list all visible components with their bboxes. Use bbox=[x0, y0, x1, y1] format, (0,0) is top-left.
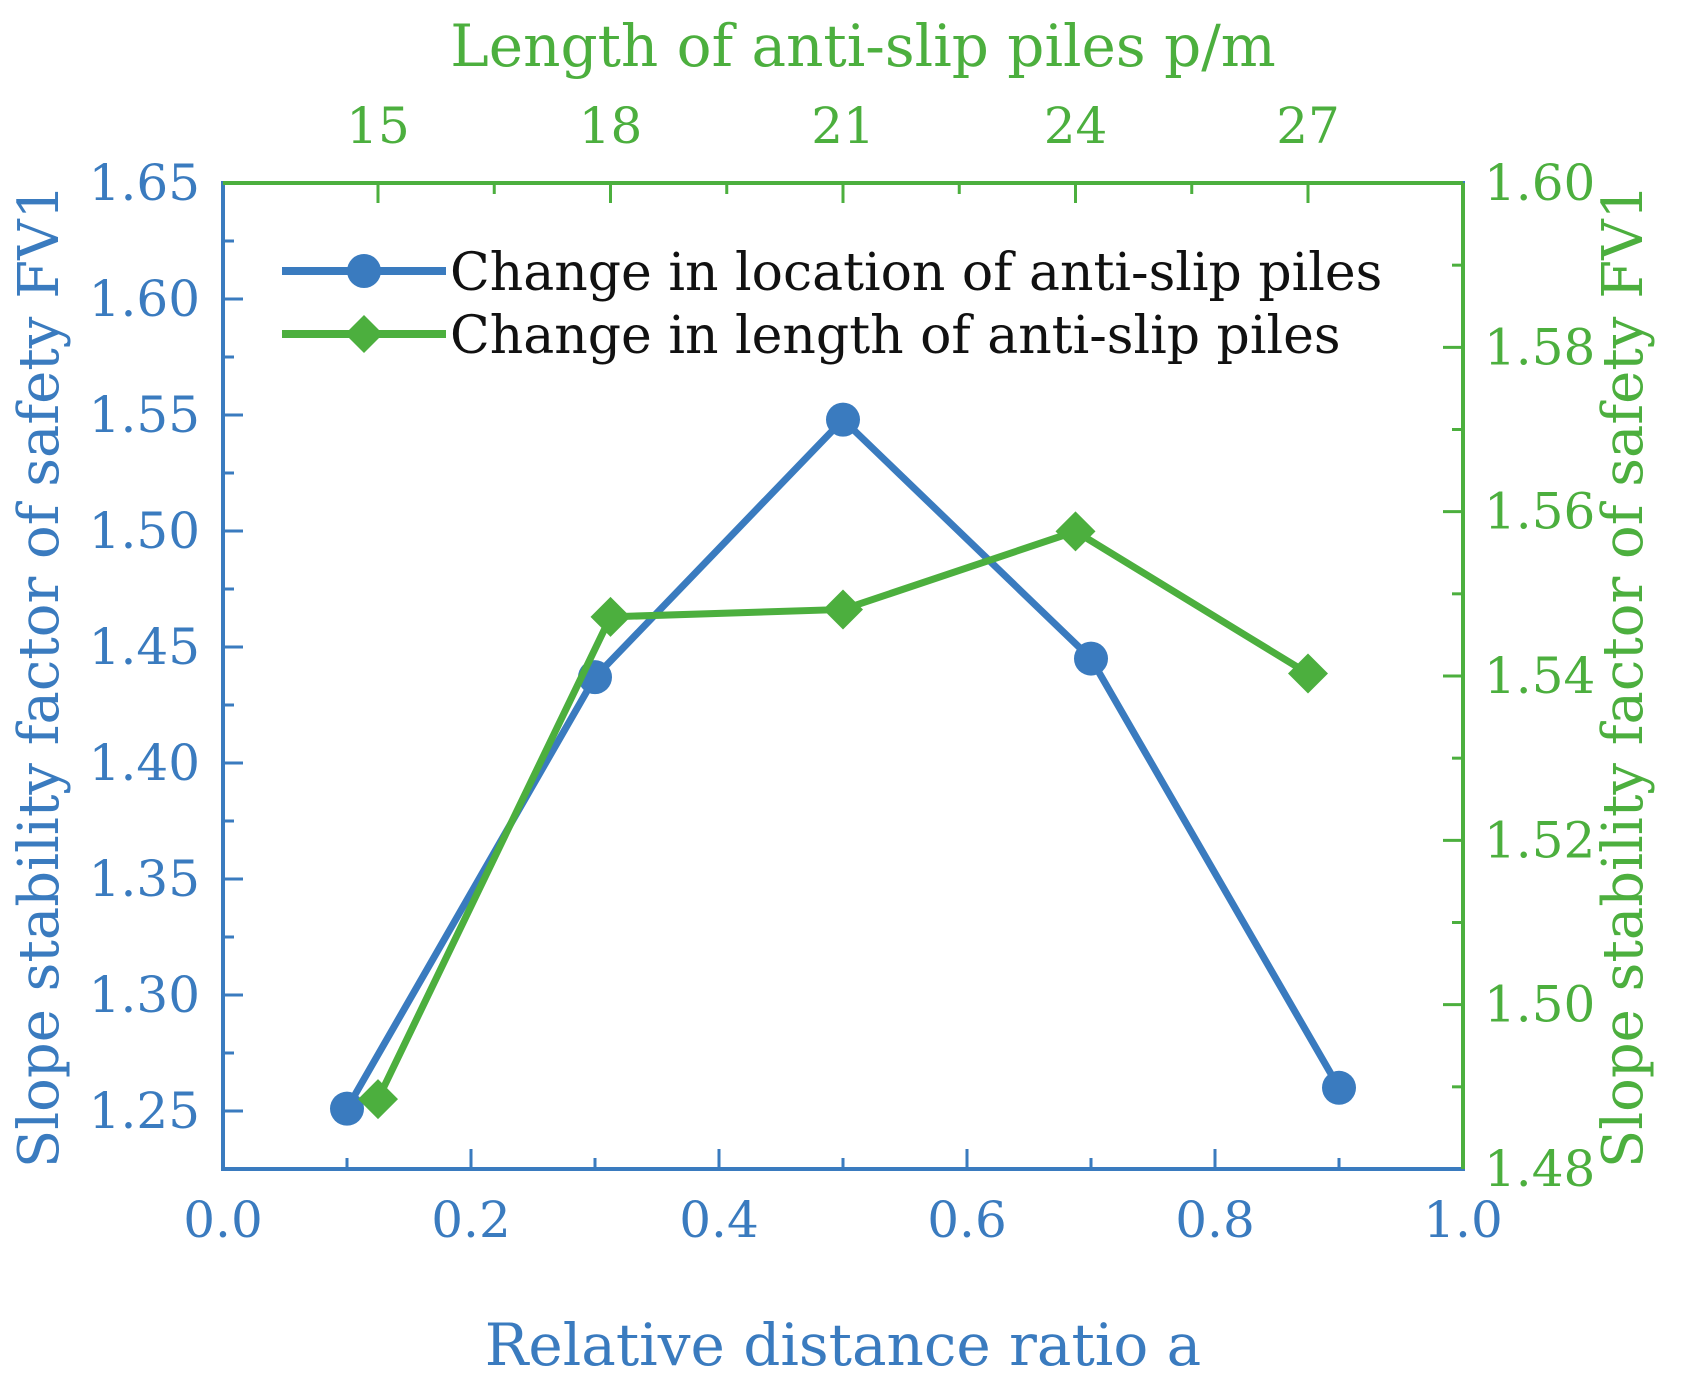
y-left-tick-label: 1.65 bbox=[89, 154, 200, 212]
series-length-point bbox=[1288, 653, 1328, 694]
y-left-tick-label: 1.30 bbox=[89, 966, 200, 1024]
series-location-point bbox=[1322, 1070, 1356, 1105]
left-axis-title: Slope stability factor of safety FV1 bbox=[7, 184, 72, 1168]
legend-marker-location bbox=[347, 254, 381, 288]
y-left-tick-label: 1.45 bbox=[89, 618, 200, 676]
y-right-tick-label: 1.60 bbox=[1484, 154, 1595, 212]
y-right-tick-label: 1.54 bbox=[1484, 647, 1595, 705]
series-layer bbox=[330, 402, 1356, 1126]
x-top-tick-label: 27 bbox=[1276, 97, 1340, 155]
y-right-tick-label: 1.52 bbox=[1484, 811, 1595, 869]
y-left-tick-label: 1.60 bbox=[89, 270, 200, 328]
y-right-tick-label: 1.56 bbox=[1484, 483, 1595, 541]
y-left-tick-label: 1.40 bbox=[89, 734, 200, 792]
series-location-point bbox=[330, 1091, 364, 1126]
tick-labels-layer: 0.0 0.2 0.4 0.6 0.8 1.0 15 18 21 24 27 1.25 1.30 1.35… bbox=[89, 97, 1596, 1249]
y-right-tick-label: 1.50 bbox=[1484, 976, 1595, 1034]
series-length-point bbox=[358, 1079, 398, 1120]
series-length-point bbox=[823, 589, 863, 630]
series-location-point bbox=[826, 402, 860, 437]
y-left-tick-label: 1.25 bbox=[89, 1082, 200, 1140]
x-bottom-tick-label: 0.2 bbox=[431, 1191, 511, 1249]
x-bottom-tick-label: 0.4 bbox=[679, 1191, 759, 1249]
y-left-tick-label: 1.35 bbox=[89, 850, 200, 908]
x-top-tick-label: 21 bbox=[811, 97, 875, 155]
legend-label-location: Change in location of anti-slip piles bbox=[450, 243, 1382, 303]
x-bottom-tick-label: 0.0 bbox=[183, 1191, 263, 1249]
legend-marker-length bbox=[345, 315, 383, 353]
legend: Change in location of anti-slip piles Ch… bbox=[282, 243, 1382, 366]
y-right-tick-label: 1.58 bbox=[1484, 318, 1595, 376]
x-bottom-tick-label: 1.0 bbox=[1423, 1191, 1503, 1249]
bottom-axis-title: Relative distance ratio a bbox=[485, 1311, 1202, 1379]
y-left-tick-label: 1.55 bbox=[89, 386, 200, 444]
series-location-point bbox=[1074, 641, 1108, 676]
series-length-point bbox=[1055, 511, 1096, 552]
series-length-point bbox=[590, 596, 631, 637]
y-right-tick-label: 1.48 bbox=[1484, 1140, 1595, 1198]
top-axis-title: Length of anti-slip piles p/m bbox=[450, 12, 1275, 80]
x-bottom-tick-label: 0.8 bbox=[1175, 1191, 1255, 1249]
y-left-tick-label: 1.50 bbox=[89, 502, 200, 560]
x-top-tick-label: 15 bbox=[346, 97, 410, 155]
x-top-tick-label: 24 bbox=[1044, 97, 1108, 155]
legend-label-length: Change in length of anti-slip piles bbox=[450, 306, 1341, 366]
x-top-tick-label: 18 bbox=[579, 97, 643, 155]
series-location-line bbox=[343, 414, 1343, 1111]
right-axis-title: Slope stability factor of safety FV1 bbox=[1591, 184, 1656, 1168]
x-bottom-tick-label: 0.6 bbox=[927, 1191, 1007, 1249]
